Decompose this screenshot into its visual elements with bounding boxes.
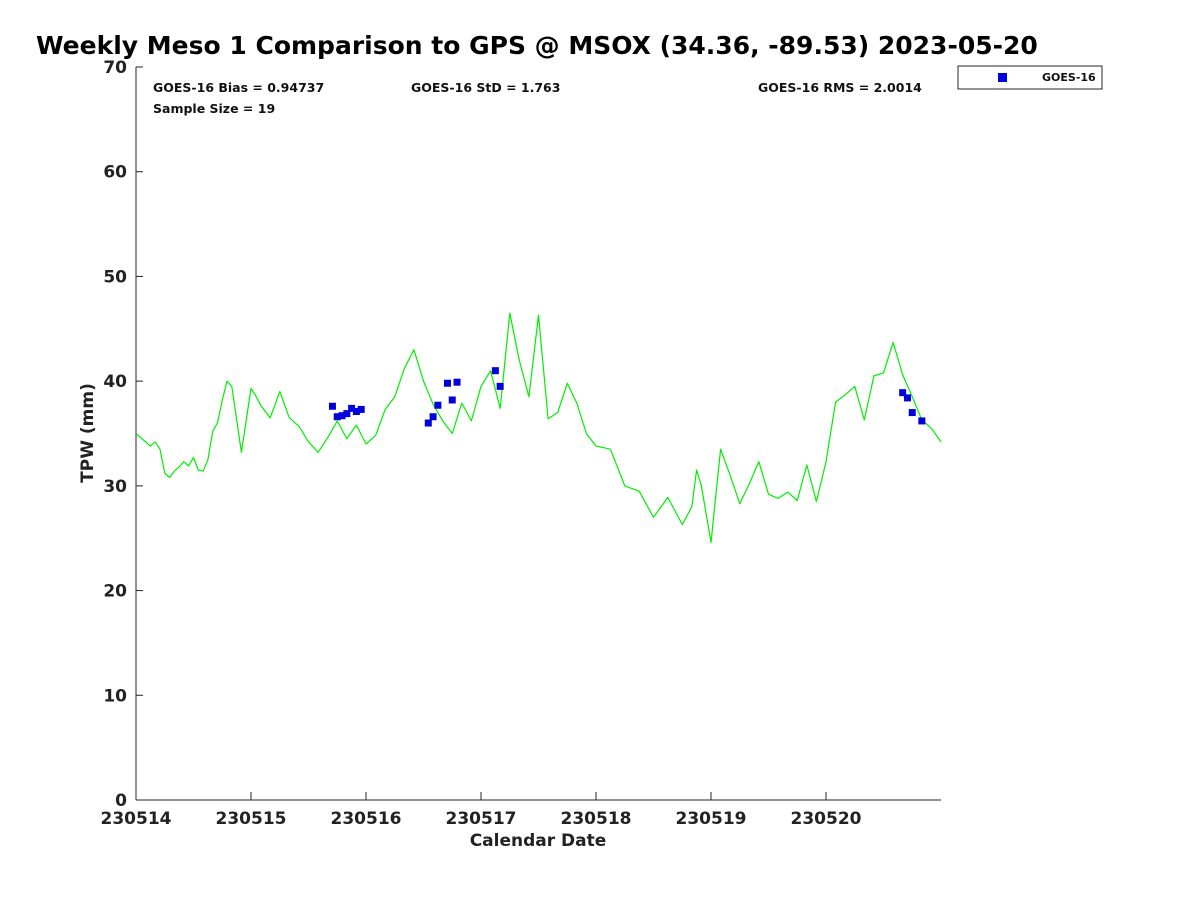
y-tick-label: 30: [103, 477, 127, 497]
x-tick-label: 230514: [101, 809, 172, 829]
y-tick-label: 0: [115, 791, 127, 811]
goes16-point: [348, 404, 356, 412]
goes16-point: [429, 413, 437, 421]
y-tick-label: 10: [103, 686, 127, 706]
y-tick-label: 60: [103, 163, 127, 183]
goes16-point: [357, 405, 365, 413]
goes16-point: [434, 401, 442, 409]
series-layer: [135, 312, 942, 544]
goes16-point: [918, 417, 926, 425]
legend-label-goes16: GOES-16: [1042, 71, 1096, 84]
goes16-point: [424, 419, 432, 427]
x-tick-label: 230519: [676, 809, 747, 829]
gps-tpw-line: [135, 312, 942, 544]
goes16-point: [903, 394, 911, 402]
goes16-point: [343, 410, 351, 418]
x-tick-label: 230515: [216, 809, 287, 829]
x-axis-label: Calendar Date: [470, 831, 607, 851]
goes16-point: [352, 408, 360, 416]
std-stat: GOES-16 StD = 1.763: [411, 80, 560, 95]
goes16-point: [328, 402, 336, 410]
goes16-point: [333, 413, 341, 421]
goes16-point: [338, 412, 346, 420]
goes16-point: [491, 367, 499, 375]
sample-size-stat: Sample Size = 19: [153, 101, 275, 116]
x-axis-ticks: 230514 230515 230516 230517 230518 230519 2305…: [101, 792, 862, 829]
goes16-point: [448, 396, 456, 404]
legend: GOES-16: [957, 65, 1103, 90]
rms-stat: GOES-16 RMS = 2.0014: [758, 80, 922, 95]
legend-marker-goes16: [998, 73, 1007, 82]
x-tick-label: 230520: [791, 809, 862, 829]
bias-stat: GOES-16 Bias = 0.94737: [153, 80, 324, 95]
goes16-point: [453, 378, 461, 386]
x-tick-label: 230516: [331, 809, 402, 829]
y-tick-label: 70: [103, 58, 127, 78]
y-tick-label: 20: [103, 582, 127, 602]
y-tick-label: 40: [103, 372, 127, 392]
plot-area: [136, 67, 941, 800]
legend-box: [957, 65, 1103, 90]
chart-title: Weekly Meso 1 Comparison to GPS @ MSOX (…: [36, 31, 1038, 60]
goes16-point: [496, 382, 504, 390]
y-axis-label: TPW (mm): [78, 383, 98, 483]
y-axis-ticks: 0 10 20 30 40 50 60 70: [103, 58, 143, 811]
x-tick-label: 230518: [561, 809, 632, 829]
goes16-point: [443, 379, 451, 387]
y-tick-label: 50: [103, 267, 127, 287]
goes16-point: [899, 389, 907, 397]
x-tick-label: 230517: [446, 809, 517, 829]
goes16-point: [908, 409, 916, 417]
